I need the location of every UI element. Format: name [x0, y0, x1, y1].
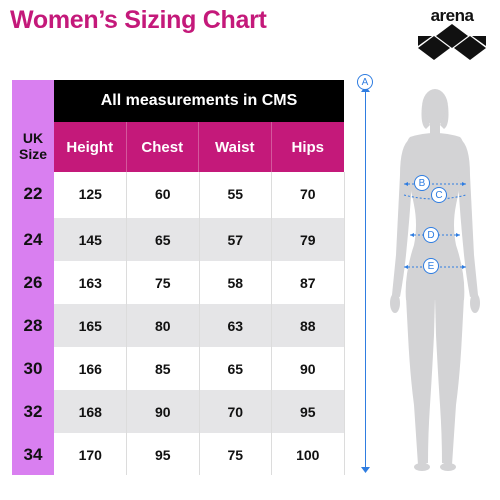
marker-c: C: [431, 187, 447, 203]
size-label: 28: [23, 315, 43, 335]
body-silhouette: [390, 89, 480, 471]
marker-b: B: [414, 175, 430, 191]
size-label: 24: [23, 229, 43, 249]
hips-cell: 79: [299, 231, 316, 248]
hips-cell: 87: [299, 274, 316, 291]
height-cell: 163: [78, 274, 102, 291]
height-cell: 170: [78, 446, 102, 463]
chest-cell: 75: [154, 274, 171, 291]
column-header-waist: Waist: [199, 122, 272, 172]
diamond-logo-icon: [418, 24, 486, 60]
waist-cell: 70: [227, 403, 244, 420]
size-label: 26: [23, 272, 43, 292]
waist-cell: 65: [227, 360, 244, 377]
column-divider: [271, 172, 272, 475]
waist-cell: 63: [227, 317, 244, 334]
chest-cell: 95: [154, 446, 171, 463]
size-column: [12, 80, 54, 475]
chest-cell: 60: [154, 185, 171, 202]
height-cell: 145: [78, 231, 102, 248]
size-label: 34: [23, 444, 43, 464]
marker-a: A: [357, 74, 373, 90]
waist-cell: 58: [227, 274, 244, 291]
units-header: All measurements in CMS: [54, 80, 344, 122]
size-label: 30: [23, 358, 43, 378]
arrow-down-icon: [361, 467, 370, 473]
column-divider: [199, 172, 200, 475]
chest-cell: 90: [154, 403, 171, 420]
page-title: Women’s Sizing Chart: [10, 6, 267, 34]
size-label: 32: [23, 401, 43, 421]
size-label: 22: [23, 183, 43, 203]
hips-cell: 95: [299, 403, 316, 420]
waist-cell: 57: [227, 231, 244, 248]
waist-cell: 75: [227, 446, 244, 463]
height-cell: 125: [78, 185, 102, 202]
hips-cell: 100: [296, 446, 320, 463]
hips-cell: 70: [299, 185, 316, 202]
height-cell: 166: [78, 360, 102, 377]
column-header-height: Height: [54, 122, 127, 172]
waist-cell: 55: [227, 185, 244, 202]
chest-cell: 80: [154, 317, 171, 334]
column-header-chest: Chest: [126, 122, 199, 172]
height-measure-line: [365, 90, 366, 470]
column-divider: [344, 172, 345, 475]
height-cell: 168: [78, 403, 102, 420]
marker-d: D: [423, 227, 439, 243]
uk-size-header: UK Size: [18, 130, 47, 162]
chest-cell: 65: [154, 231, 171, 248]
chest-cell: 85: [154, 360, 171, 377]
marker-e: E: [423, 258, 439, 274]
height-cell: 165: [78, 317, 102, 334]
column-divider: [126, 172, 127, 475]
arena-logo: arena: [414, 6, 490, 62]
hips-cell: 88: [299, 317, 316, 334]
brand-name: arena: [430, 6, 474, 25]
hips-cell: 90: [299, 360, 316, 377]
column-header-hips: Hips: [271, 122, 344, 172]
